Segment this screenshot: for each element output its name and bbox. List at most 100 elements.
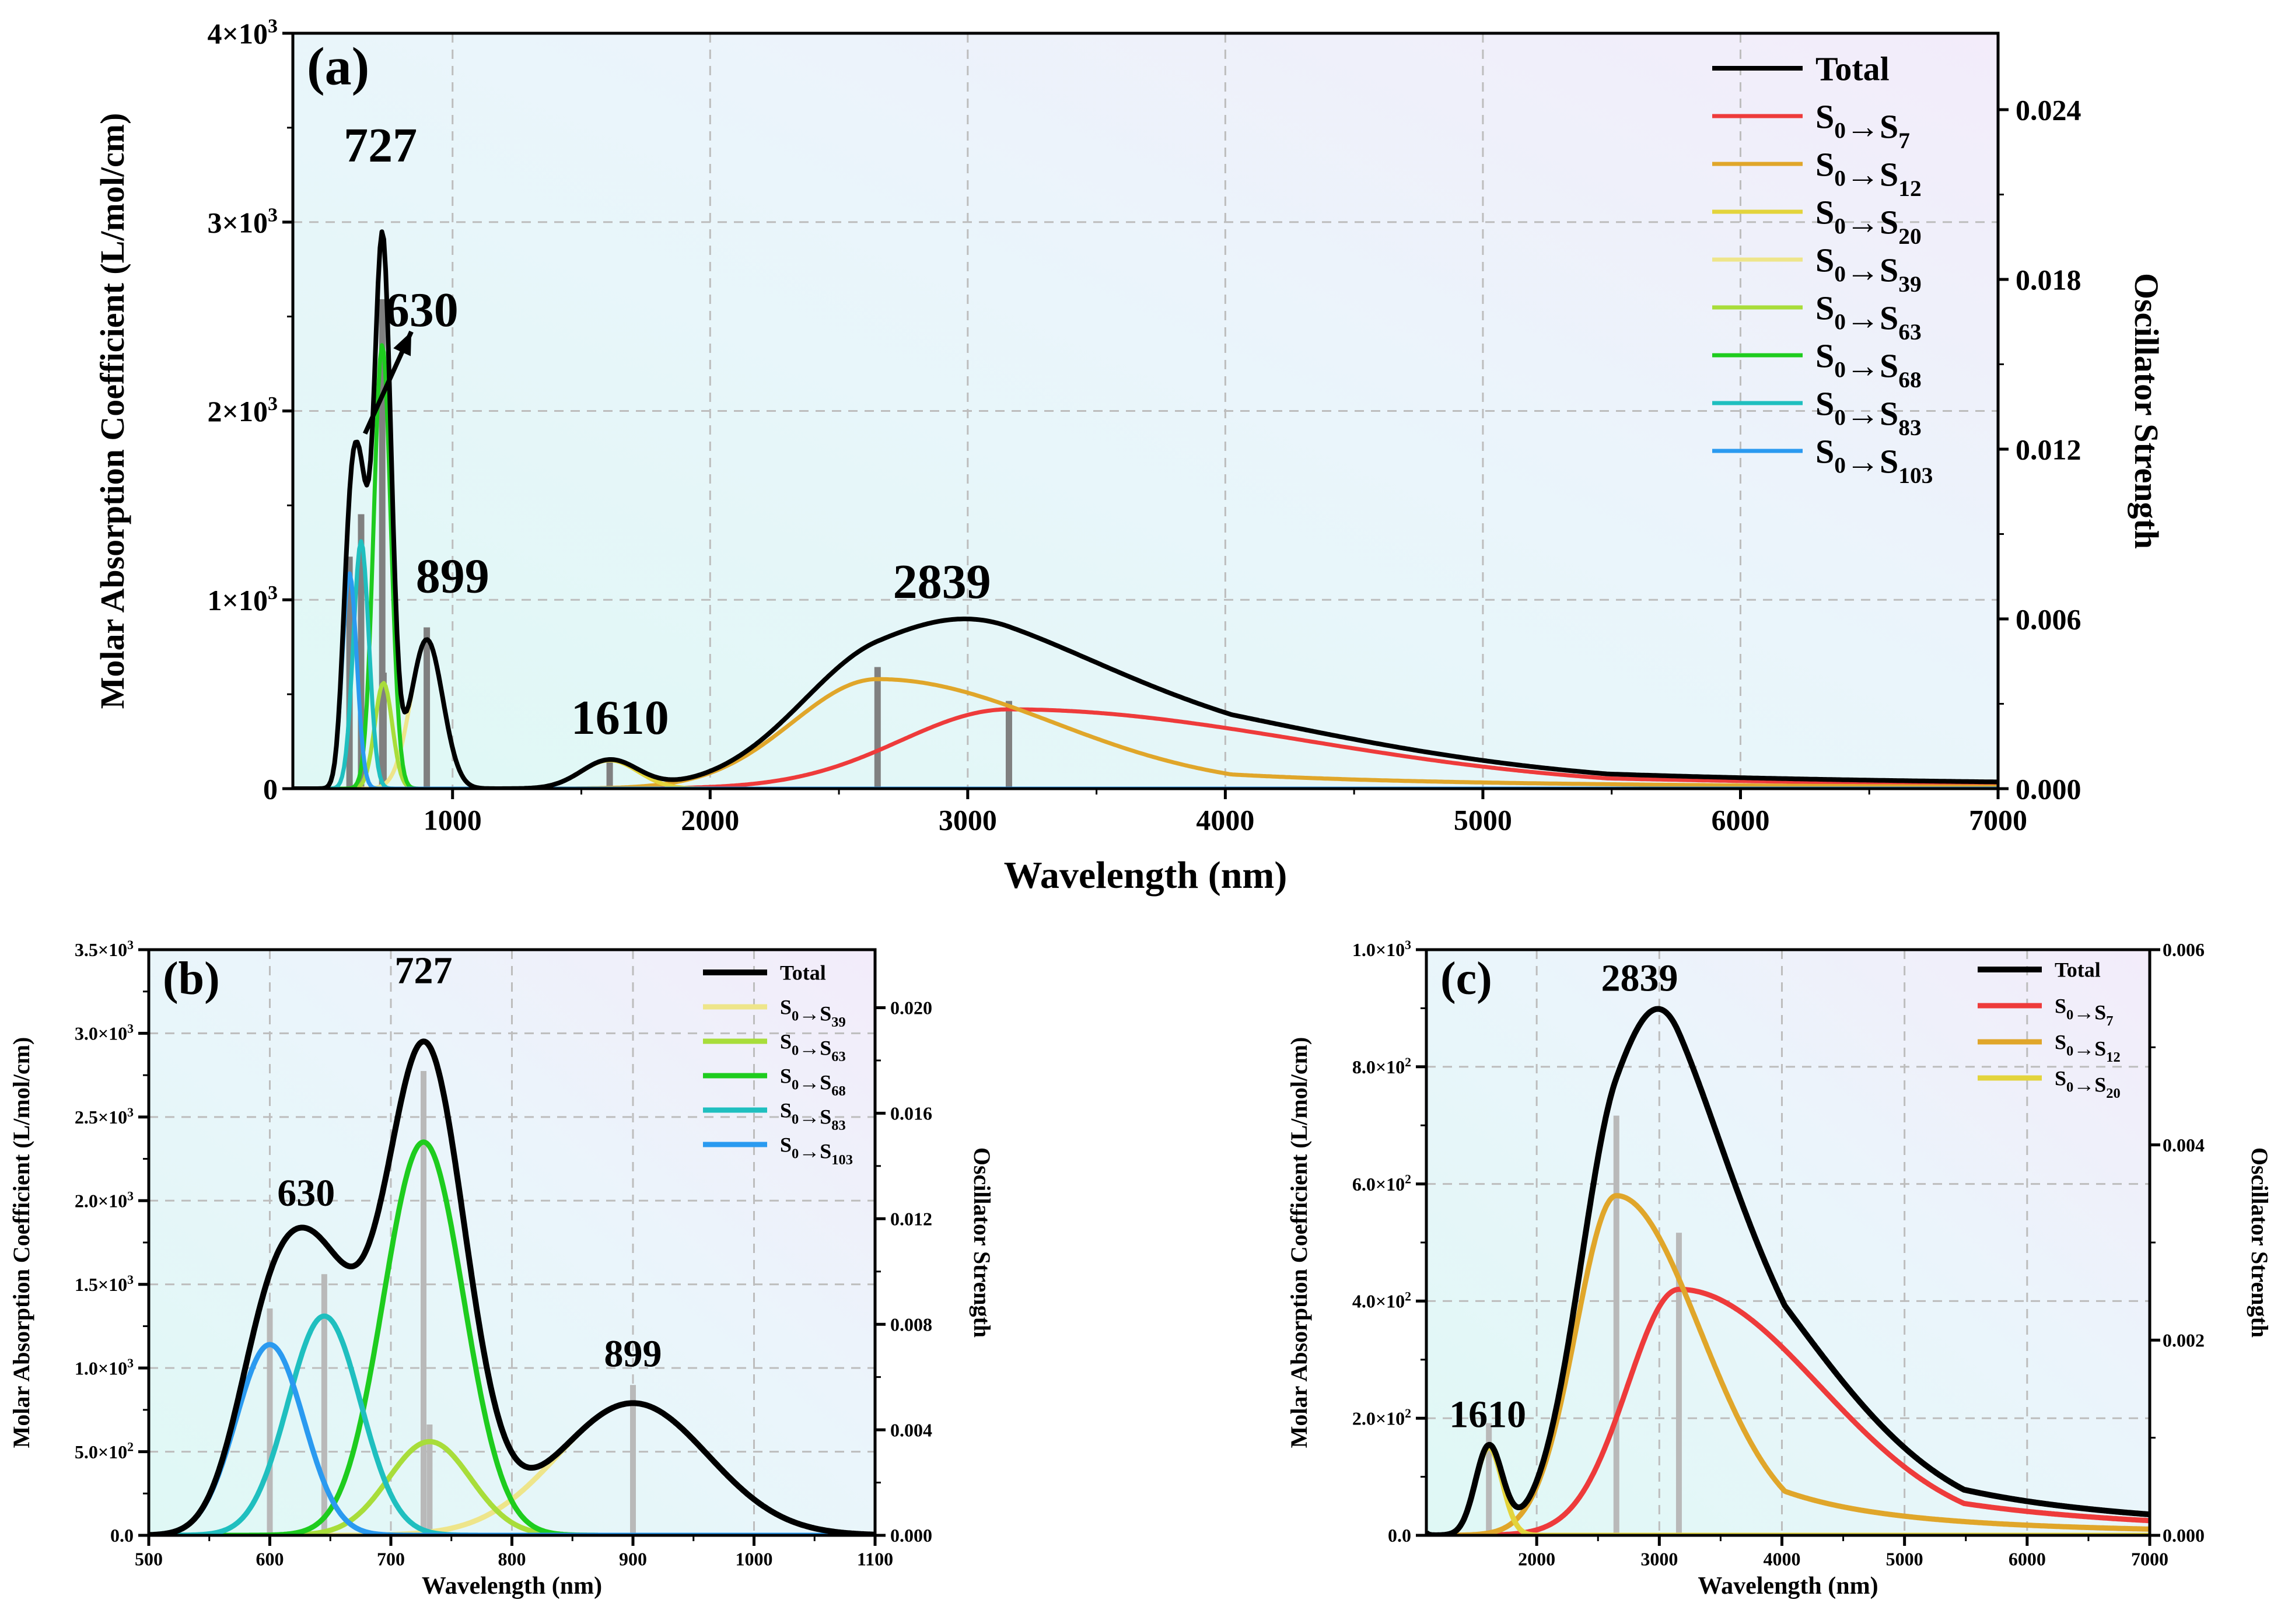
total-line-c: [1426, 1006, 2150, 1535]
peak-annotation-a-0: 727: [344, 118, 417, 173]
x-tick-label-c-1: 3000: [1640, 1549, 1678, 1570]
y-tick-label-a-3: 3×103: [208, 204, 278, 239]
y-axis-title-a: Molar Absorption Coefficient (L/mol/cm): [93, 113, 131, 709]
y2-tick-label-b-5: 0.020: [890, 998, 932, 1019]
y-tick-label-b-0: 0.0: [110, 1525, 134, 1546]
x-tick-label-b-1: 600: [256, 1549, 284, 1570]
peak-annotation-a-2: 899: [416, 549, 489, 603]
chart-panel-b: 500 600 700 800 900 1000 1100 0.0 5.0×102 1.0×103…: [8, 938, 995, 1600]
panel-label-c: (c): [1440, 953, 1492, 1005]
peak-annotation-c-0: 2839: [1601, 957, 1678, 999]
legend-label-a-6: S0→S68: [1815, 337, 1922, 393]
y2-tick-label-a-1: 0.006: [2016, 603, 2081, 635]
legend-label-b-0: Total: [780, 961, 826, 985]
y-tick-label-a-4: 4×103: [208, 16, 278, 50]
legend-label-a-0: Total: [1815, 50, 1890, 88]
y-tick-label-c-3: 6.0×102: [1352, 1172, 1411, 1195]
panel-label-b: (b): [163, 953, 220, 1005]
grid-c: [1426, 950, 2150, 1535]
chart-panel-a: 1000 2000 3000 4000 5000 6000 7000 0 1×103 2×103 3…: [93, 16, 2165, 897]
x-tick-label-b-4: 900: [619, 1549, 647, 1570]
x-tick-label-b-6: 1100: [857, 1549, 893, 1570]
y-tick-label-a-1: 1×103: [208, 582, 278, 617]
x-tick-label-b-0: 500: [135, 1549, 163, 1570]
series-line-a-0: [293, 707, 1998, 789]
x-tick-label-c-0: 2000: [1518, 1549, 1555, 1570]
y2-tick-label-b-1: 0.004: [890, 1419, 932, 1440]
legend-label-b-2: S0→S63: [780, 1030, 846, 1065]
y-tick-label-b-4: 2.0×103: [75, 1189, 134, 1211]
x-tick-label-a-5: 6000: [1711, 804, 1769, 836]
legend-label-a-4: S0→S39: [1815, 241, 1922, 297]
legend-label-a-7: S0→S83: [1815, 384, 1922, 440]
legend-label-c-0: Total: [2055, 958, 2101, 982]
y-tick-label-b-7: 3.5×103: [75, 938, 134, 960]
x-tick-label-c-2: 4000: [1763, 1549, 1800, 1570]
y-axis-title-c: Molar Absorption Coefficient (L/mol/cm): [1286, 1037, 1312, 1448]
grid-a: [293, 33, 1998, 789]
chart-panel-c: 2000 3000 4000 5000 6000 7000 0.0 2.0×102 4.0×10…: [1286, 938, 2273, 1600]
peak-annotation-b-1: 630: [277, 1172, 335, 1214]
y-tick-label-c-5: 1.0×103: [1352, 938, 1411, 960]
y-axis-title-b: Molar Absorption Coefficient (L/mol/cm): [8, 1037, 34, 1448]
x-tick-label-c-4: 6000: [2009, 1549, 2046, 1570]
legend-label-a-1: S0→S7: [1815, 97, 1910, 153]
y2-tick-label-b-2: 0.008: [890, 1314, 932, 1335]
peak-annotation-a-4: 2839: [893, 555, 991, 609]
legend-label-c-2: S0→S12: [2055, 1031, 2121, 1066]
legend-label-c-3: S0→S20: [2055, 1067, 2121, 1102]
peak-annotation-a-1: 630: [385, 283, 459, 337]
peak-annotation-b-2: 899: [604, 1332, 662, 1375]
y-tick-label-c-4: 8.0×102: [1352, 1055, 1411, 1077]
x-tick-label-a-3: 4000: [1196, 804, 1254, 836]
x-axis-title-a: Wavelength (nm): [1004, 854, 1288, 897]
x-axis-title-b: Wavelength (nm): [422, 1573, 602, 1600]
y-tick-label-b-3: 1.5×103: [75, 1273, 134, 1295]
y-tick-label-a-0: 0: [263, 773, 278, 806]
peak-annotation-a-3: 1610: [571, 691, 669, 745]
panel-label-a: (a): [307, 36, 369, 96]
series-line-b-4: [149, 1342, 875, 1535]
y2-axis-title-c: Oscillator Strength: [2247, 1147, 2273, 1338]
y2-tick-label-b-0: 0.000: [890, 1525, 932, 1546]
legend-label-a-8: S0→S103: [1815, 432, 1933, 488]
y2-tick-label-a-2: 0.012: [2016, 433, 2081, 466]
y2-tick-label-c-3: 0.006: [2163, 939, 2205, 960]
x-axis-title-c: Wavelength (nm): [1698, 1573, 1878, 1600]
legend-label-b-1: S0→S39: [780, 996, 846, 1031]
legend-label-b-5: S0→S103: [780, 1133, 853, 1168]
series-line-b-3: [149, 1313, 875, 1535]
legend-label-a-2: S0→S12: [1815, 145, 1922, 201]
x-tick-label-a-4: 5000: [1454, 804, 1512, 836]
y-tick-label-c-2: 4.0×102: [1352, 1289, 1411, 1311]
y2-tick-label-c-0: 0.000: [2163, 1525, 2205, 1546]
peak-annotation-c-1: 1610: [1449, 1393, 1526, 1436]
x-tick-label-c-3: 5000: [1886, 1549, 1923, 1570]
y2-tick-label-a-3: 0.018: [2016, 263, 2081, 296]
y-tick-label-a-2: 2×103: [208, 393, 278, 428]
y-tick-label-c-1: 2.0×102: [1352, 1406, 1411, 1429]
y2-tick-label-a-4: 0.024: [2016, 93, 2081, 126]
x-tick-label-a-0: 1000: [424, 804, 482, 836]
x-tick-label-b-5: 1000: [736, 1549, 773, 1570]
total-line-a: [293, 229, 1998, 789]
legend-label-a-3: S0→S20: [1815, 193, 1922, 249]
x-tick-label-b-2: 700: [377, 1549, 405, 1570]
x-tick-label-b-3: 800: [498, 1549, 526, 1570]
legend-label-a-5: S0→S63: [1815, 289, 1922, 345]
legend-label-b-4: S0→S83: [780, 1099, 846, 1134]
x-tick-label-c-5: 7000: [2131, 1549, 2168, 1570]
total-line-b: [149, 1038, 875, 1535]
x-tick-label-a-2: 3000: [939, 804, 997, 836]
y2-axis-title-a: Oscillator Strength: [2128, 273, 2165, 549]
y2-tick-label-c-2: 0.004: [2163, 1135, 2205, 1156]
y-tick-label-c-0: 0.0: [1388, 1525, 1411, 1546]
x-tick-label-a-6: 7000: [1969, 804, 2027, 836]
y2-axis-title-b: Oscillator Strength: [969, 1147, 995, 1338]
y2-tick-label-b-3: 0.012: [890, 1208, 932, 1229]
y2-tick-label-a-0: 0.000: [2016, 773, 2081, 806]
y-tick-label-b-5: 2.5×103: [75, 1105, 134, 1128]
y-tick-label-b-6: 3.0×103: [75, 1021, 134, 1044]
series-line-c-0: [1426, 1286, 2150, 1535]
